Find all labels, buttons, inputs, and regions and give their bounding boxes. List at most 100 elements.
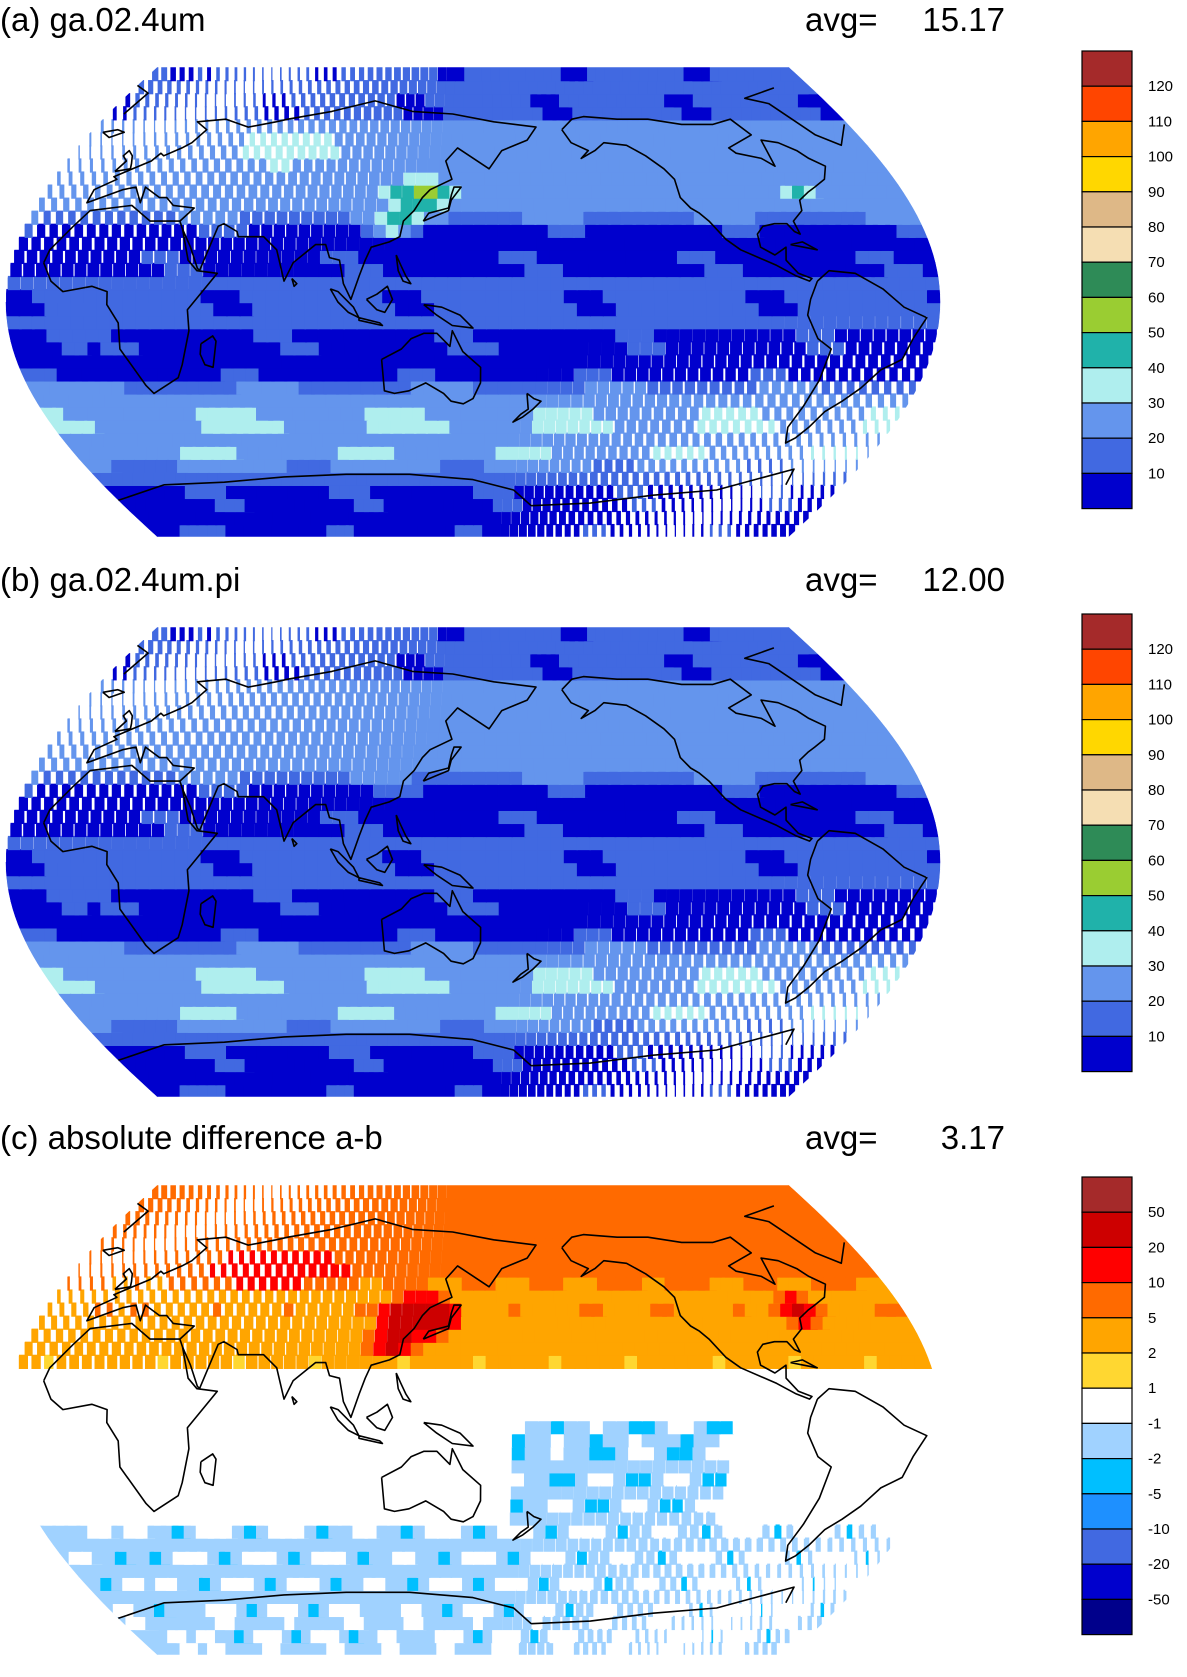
avg-value: 15.17: [922, 1, 1005, 38]
colorbar-swatch: [1081, 1035, 1133, 1073]
world-map: [5, 626, 941, 1098]
colorbar-swatch: [1081, 1563, 1133, 1601]
coastline: [42, 644, 928, 1067]
avg-label: avg=: [805, 1, 878, 38]
colorbar-tick-label: 2: [1148, 1345, 1156, 1362]
colorbar-tick-label: 70: [1148, 254, 1165, 271]
map-field: [5, 67, 941, 537]
colorbar-swatch: [1081, 50, 1133, 87]
colorbar-swatch: [1081, 1211, 1133, 1249]
panel-title: (b) ga.02.4um.pi: [0, 561, 241, 598]
colorbar-tick-label: 100: [1148, 712, 1173, 729]
colorbar-swatch: [1081, 332, 1133, 369]
colorbar-swatch: [1081, 120, 1133, 158]
colorbar-swatch: [1081, 895, 1133, 932]
coastline: [42, 1202, 928, 1625]
colorbar-swatch: [1081, 1422, 1133, 1460]
colorbar-tick-label: 120: [1148, 78, 1173, 95]
colorbar-swatch: [1081, 1458, 1133, 1495]
colorbar-swatch: [1081, 1000, 1133, 1038]
colorbar: 120 110 100 90 80 70 60 50 40 30 20 10: [1080, 612, 1185, 1108]
colorbar-tick-label: 110: [1148, 676, 1172, 693]
colorbar-swatch: [1081, 296, 1133, 334]
colorbar-tick-label: 80: [1148, 219, 1165, 236]
colorbar-tick-label: -5: [1148, 1486, 1161, 1503]
map-outline: [5, 626, 941, 1098]
colorbar-swatch: [1081, 648, 1133, 686]
colorbar-tick-label: 40: [1148, 360, 1165, 377]
colorbar-swatch: [1081, 155, 1133, 193]
panel-b: (b) ga.02.4um.pi avg= 12.00 120 110 100 90 8…: [0, 560, 1187, 1115]
colorbar-swatch: [1081, 226, 1133, 263]
colorbar-swatch: [1081, 789, 1133, 826]
colorbar-tick-label: 60: [1148, 289, 1165, 306]
avg-label: avg=: [805, 561, 878, 598]
colorbar-tick-label: 5: [1148, 1310, 1156, 1327]
coastline: [42, 84, 928, 507]
colorbar-swatch: [1081, 367, 1133, 404]
colorbar-tick-label: -2: [1148, 1451, 1161, 1468]
colorbar-tick-label: 70: [1148, 817, 1165, 834]
colorbar-swatch: [1081, 1352, 1133, 1389]
colorbar-swatch: [1081, 965, 1133, 1002]
colorbar-tick-label: 30: [1148, 958, 1165, 975]
map-outline: [5, 1184, 941, 1656]
panel-title: (c) absolute difference a-b: [0, 1119, 383, 1156]
world-map: [5, 1184, 941, 1656]
colorbar-tick-label: -20: [1148, 1556, 1170, 1573]
colorbar-tick-label: 20: [1148, 430, 1165, 447]
colorbar-swatch: [1081, 1493, 1133, 1530]
panel-title: (a) ga.02.4um: [0, 1, 206, 38]
colorbar-tick-label: 100: [1148, 149, 1173, 166]
colorbar-tick-label: -50: [1148, 1591, 1170, 1608]
colorbar-tick-label: 30: [1148, 395, 1165, 412]
colorbar-swatch: [1081, 437, 1133, 475]
colorbar-tick-label: 20: [1148, 1239, 1165, 1256]
avg-value: 12.00: [922, 561, 1005, 598]
colorbar-tick-label: 110: [1148, 113, 1172, 130]
map-outline: [5, 66, 941, 538]
colorbar-swatch: [1081, 472, 1133, 510]
colorbar-tick-label: 10: [1148, 1275, 1165, 1292]
colorbar-tick-label: 20: [1148, 993, 1165, 1010]
colorbar-swatch: [1081, 1387, 1133, 1424]
colorbar-swatch: [1081, 1598, 1133, 1636]
colorbar-swatch: [1081, 85, 1133, 123]
map-field: [5, 627, 941, 1097]
colorbar-swatch: [1081, 824, 1133, 861]
colorbar-tick-label: -1: [1148, 1415, 1161, 1432]
colorbar-swatch: [1081, 859, 1133, 897]
colorbar-swatch: [1081, 613, 1133, 650]
avg-label: avg=: [805, 1119, 878, 1156]
colorbar-tick-label: 10: [1148, 465, 1165, 482]
colorbar-swatch: [1081, 1317, 1133, 1354]
colorbar: 50 20 10 5 2 1 -1 -2 -5 -10 -20 -50: [1080, 1175, 1185, 1671]
world-map: [5, 66, 941, 538]
colorbar-swatch: [1081, 1246, 1133, 1284]
colorbar-tick-label: 120: [1148, 641, 1173, 658]
colorbar-tick-label: 50: [1148, 1204, 1165, 1221]
panel-a: (a) ga.02.4um avg= 15.17 120 110 100 90 80 70…: [0, 0, 1187, 555]
colorbar-tick-label: 1: [1148, 1380, 1156, 1397]
colorbar-tick-label: 40: [1148, 923, 1165, 940]
colorbar-tick-label: 10: [1148, 1028, 1165, 1045]
colorbar-swatch: [1081, 191, 1133, 228]
colorbar-swatch: [1081, 718, 1133, 756]
colorbar-swatch: [1081, 930, 1133, 967]
panel-c: (c) absolute difference a-b avg= 3.17 50…: [0, 1118, 1187, 1677]
colorbar-tick-label: 90: [1148, 747, 1165, 764]
colorbar-swatch: [1081, 1176, 1133, 1213]
colorbar-tick-label: 90: [1148, 184, 1165, 201]
colorbar-tick-label: 50: [1148, 888, 1165, 905]
colorbar: 120 110 100 90 80 70 60 50 40 30 20 10: [1080, 49, 1185, 545]
colorbar-swatch: [1081, 1281, 1133, 1319]
colorbar-tick-label: -10: [1148, 1521, 1170, 1538]
colorbar-swatch: [1081, 402, 1133, 439]
colorbar-tick-label: 80: [1148, 782, 1165, 799]
colorbar-swatch: [1081, 683, 1133, 721]
colorbar-swatch: [1081, 261, 1133, 298]
colorbar-swatch: [1081, 1528, 1133, 1565]
colorbar-tick-label: 60: [1148, 852, 1165, 869]
map-field: [5, 1185, 941, 1655]
avg-value: 3.17: [940, 1119, 1005, 1156]
